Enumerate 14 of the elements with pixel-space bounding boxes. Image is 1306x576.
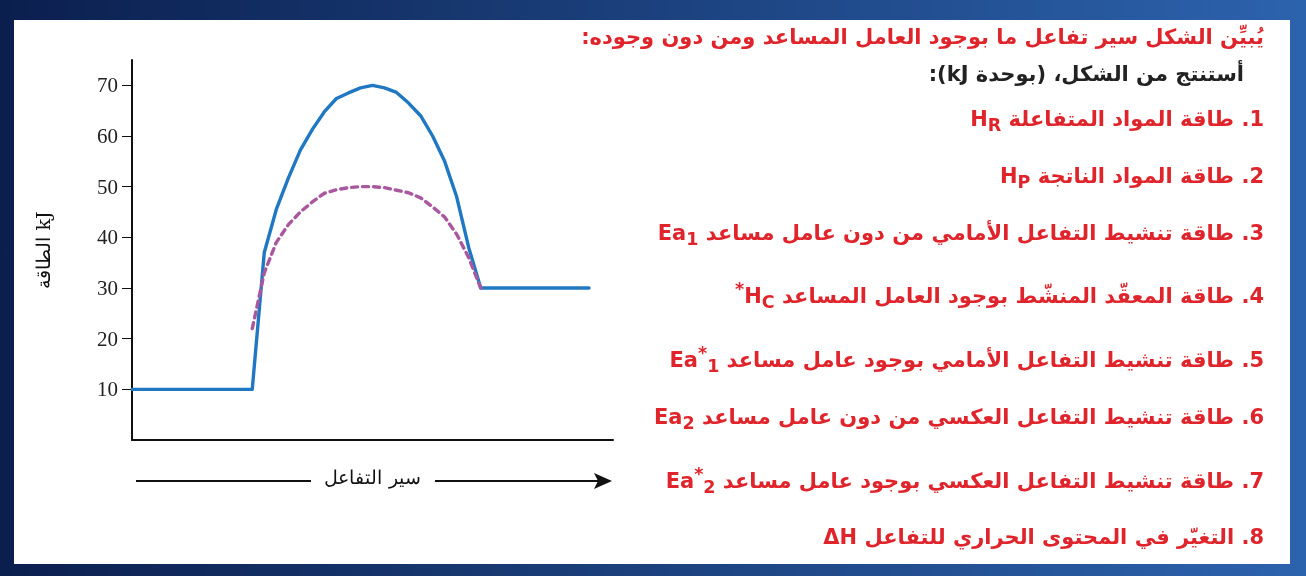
text: أستنتج من الشكل، (بوحدة kJ): [927,59,1245,88]
y-tick-label: 20 [97,326,118,351]
y-axis-title: الطاقة kJ [31,211,54,289]
y-tick-label: 10 [97,377,118,402]
y-tick-label: 50 [97,174,118,199]
y-tick-label: 70 [97,73,118,98]
line-series [130,83,591,392]
y-tick-label: 40 [97,225,118,250]
line-series [250,184,483,331]
x-axis-title: سير التفاعل [310,466,435,488]
text: يُبيِّن الشكل سير تفاعل ما بوجود العامل المساعد ومن دون وجوده: [580,23,1264,51]
text: 8. التغيّر في المحتوى الحراري للتفاعل ΔH [822,524,1264,552]
y-tick-label: 30 [97,276,118,300]
y-tick-label: 60 [97,124,118,148]
